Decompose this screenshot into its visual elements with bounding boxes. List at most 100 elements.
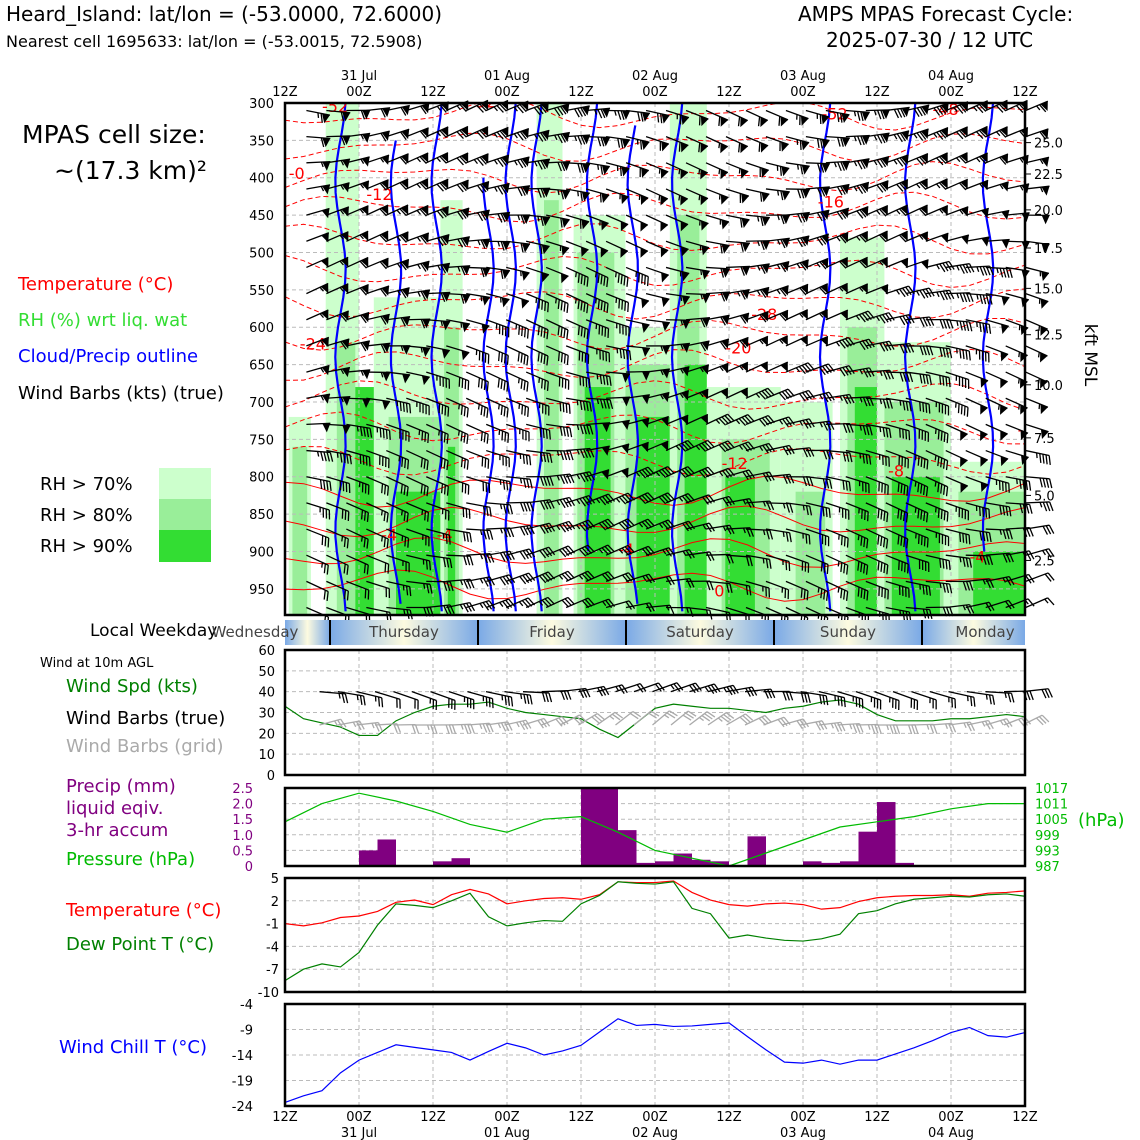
wind-barb xyxy=(1025,597,1055,609)
wind-barb xyxy=(306,184,331,195)
pressure-tick: 950 xyxy=(249,583,274,598)
wind-barb xyxy=(625,573,656,584)
wind-barb xyxy=(785,283,809,296)
precip-bar xyxy=(877,802,896,866)
wind-barb-grid xyxy=(874,724,901,735)
wind-barb xyxy=(725,188,750,204)
wind-barb xyxy=(366,204,389,217)
date-label-bottom: 01 Aug xyxy=(484,1126,530,1140)
wind-barb xyxy=(865,449,890,467)
wind-barb xyxy=(545,520,576,533)
wind-barb xyxy=(525,371,549,391)
wind-barb xyxy=(446,292,471,304)
rh-legend-80-label: RH > 80% xyxy=(40,505,133,526)
wind-barb xyxy=(825,109,850,123)
wind-barb xyxy=(306,528,330,548)
wind-barb-grid xyxy=(467,722,494,733)
y-tick: 5 xyxy=(271,872,279,887)
wind-barb xyxy=(1025,100,1049,113)
wind-barb xyxy=(506,548,536,560)
wind-barb xyxy=(326,580,349,601)
legend-precip-2: liquid eqiv. xyxy=(66,798,164,819)
wind-barb xyxy=(905,528,929,548)
pressure-tick: 550 xyxy=(249,284,274,299)
wind-barb xyxy=(585,188,610,203)
wind-barb xyxy=(386,153,409,165)
wind-barb xyxy=(486,154,510,167)
precip-bar xyxy=(803,861,822,866)
wind-barb xyxy=(705,162,729,180)
wind-barb xyxy=(925,345,953,359)
wind-barb xyxy=(945,554,973,568)
wind-barb xyxy=(765,109,789,127)
wind-barb xyxy=(985,397,1008,415)
wind-barb xyxy=(466,599,496,611)
wind-barb xyxy=(426,476,449,496)
wind-barb xyxy=(1025,449,1051,465)
isotherm xyxy=(285,161,1025,194)
wind-barb xyxy=(545,397,571,414)
wind-barb xyxy=(765,416,795,427)
wind-barb xyxy=(745,240,770,251)
wind-barb xyxy=(386,397,412,414)
wind-barb xyxy=(885,106,910,119)
wind-barb xyxy=(885,314,915,326)
wind-barb xyxy=(665,366,690,377)
wind-barb xyxy=(785,447,815,458)
wind-barb xyxy=(925,554,951,571)
wind-barb xyxy=(445,125,469,139)
weekday-cell xyxy=(922,620,1025,645)
wind-barb xyxy=(585,544,615,556)
wind-barb xyxy=(665,214,689,232)
wind-barb xyxy=(745,442,775,454)
time-tick-top: 12Z xyxy=(1012,85,1038,100)
wind-barb xyxy=(645,188,669,206)
wind-barb-true xyxy=(948,691,976,707)
wind-barb xyxy=(865,554,889,575)
time-tick-top: 00Z xyxy=(642,85,668,100)
wind-barb xyxy=(985,476,1010,493)
wind-barb xyxy=(985,181,1009,192)
wind-barb xyxy=(605,443,630,454)
wind-barb xyxy=(406,260,430,272)
wind-barb xyxy=(506,240,531,253)
wind-barb xyxy=(905,580,932,596)
wind-barb xyxy=(965,125,988,139)
wind-barb xyxy=(745,528,774,540)
wind-barb xyxy=(1005,154,1029,166)
cloud-outline xyxy=(334,103,347,612)
wind-barb xyxy=(386,554,410,573)
precip-bar xyxy=(451,858,470,866)
pressure-tick: 850 xyxy=(249,508,274,523)
wind-barb xyxy=(346,502,369,523)
wind-barb xyxy=(366,257,389,270)
isotherm xyxy=(285,255,1025,289)
wind-barb-true xyxy=(985,691,1015,703)
time-tick-top: 00Z xyxy=(494,85,520,100)
wind-barb-true xyxy=(615,683,647,693)
y-tick: -14 xyxy=(232,1049,253,1064)
wind-barb xyxy=(785,528,811,545)
wind-barb xyxy=(765,309,789,322)
time-tick-bottom: 12Z xyxy=(864,1110,890,1125)
wind-barb xyxy=(565,494,596,507)
wind-barb xyxy=(366,397,391,410)
wind-barb xyxy=(605,214,629,232)
wind-barb xyxy=(486,527,515,538)
wind-barb xyxy=(466,502,492,517)
legend-pressure: Pressure (hPa) xyxy=(66,849,196,870)
wind-barb xyxy=(446,601,476,613)
wind-barb xyxy=(565,345,590,364)
pressure-tick: 400 xyxy=(249,172,274,187)
wind-barb xyxy=(386,128,410,141)
wind-barb xyxy=(845,502,869,522)
wind-barb xyxy=(426,423,449,444)
wind-barb xyxy=(785,335,808,347)
weekday-cell xyxy=(626,620,774,645)
wind-barb-true xyxy=(578,685,610,697)
wind-barb xyxy=(905,554,930,572)
windchill-panel-frame xyxy=(283,1002,1027,1108)
temp-contour-label: -4 xyxy=(381,525,397,544)
temp-contour-label: -4 xyxy=(970,548,986,567)
wind-barb xyxy=(525,397,550,416)
